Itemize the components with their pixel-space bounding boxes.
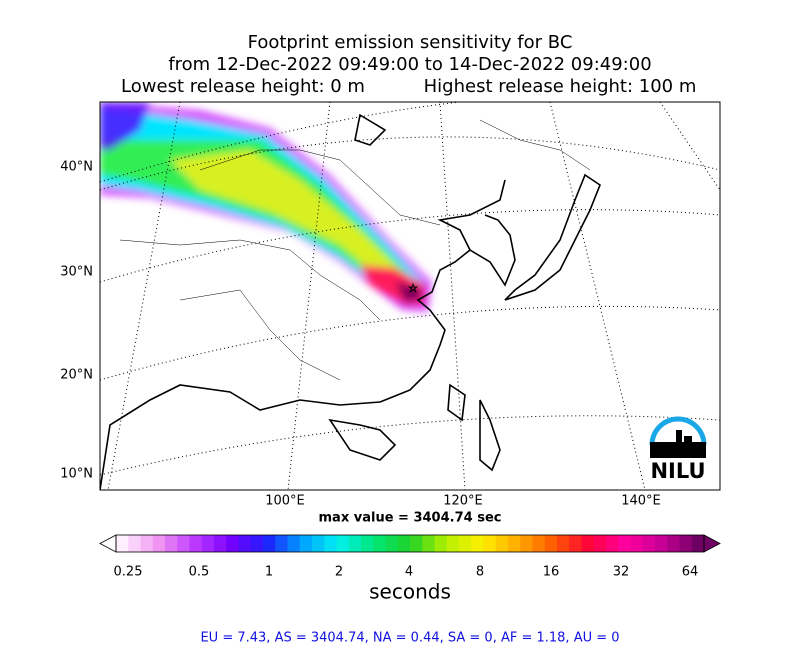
colorbar-cell [520, 535, 533, 552]
colorbar-cell [312, 535, 325, 552]
colorbar-cell [569, 535, 582, 552]
lon-label: 100°E [265, 494, 305, 509]
title-line: Footprint emission sensitivity for BC [248, 32, 573, 53]
colorbar-cell [532, 535, 546, 552]
title-line: Lowest release height: 0 m [121, 76, 365, 97]
logo-text: NILU [650, 459, 705, 483]
colorbar-cell [593, 535, 607, 552]
colorbar-cell [116, 535, 129, 552]
colorbar-cell [299, 535, 313, 552]
colorbar-cell [128, 535, 141, 552]
title-line: from 12-Dec-2022 09:49:00 to 14-Dec-2022… [168, 54, 651, 75]
colorbar-cell [99, 534, 117, 553]
logo: NILU [649, 416, 707, 483]
colorbar-tick-label: 8 [476, 565, 484, 580]
lat-label: 20°N [60, 368, 93, 383]
colorbar-cell [655, 535, 668, 552]
colorbar-cell [691, 535, 705, 552]
lon-label: 120°E [443, 494, 483, 509]
colorbar-cell [226, 535, 239, 552]
colorbar-cell [214, 535, 227, 552]
colorbar-tick-label: 4 [405, 565, 413, 580]
colorbar-cell [679, 535, 693, 552]
map-frame [99, 101, 721, 491]
lat-label: 30°N [60, 265, 93, 280]
colorbar-tick-label: 2 [335, 565, 343, 580]
colorbar-cell [165, 535, 178, 552]
colorbar-cell [581, 535, 595, 552]
colorbar-cell [250, 535, 264, 552]
lon-label: 140°E [621, 494, 661, 509]
colorbar-cell [348, 535, 362, 552]
colorbar-cell [483, 535, 497, 552]
colorbar-cell [263, 535, 276, 552]
colorbar-cell [667, 535, 680, 552]
colorbar-cell [434, 535, 448, 552]
colorbar-cell [495, 535, 509, 552]
colorbar-cell [385, 535, 399, 552]
colorbar-cell [459, 535, 472, 552]
footer: EU = 7.43, AS = 3404.74, NA = 0.44, SA =… [200, 631, 619, 646]
colorbar-cell [410, 535, 423, 552]
max-value: max value = 3404.74 sec [319, 511, 502, 526]
colorbar-tick-label: 64 [682, 565, 699, 580]
colorbar-cell [422, 535, 435, 552]
colorbar-tick-label: 32 [613, 565, 630, 580]
title-line: Highest release height: 100 m [424, 76, 697, 97]
colorbar-cell [544, 535, 558, 552]
colorbar-cell [287, 535, 301, 552]
colorbar-cell [336, 535, 350, 552]
lat-label: 40°N [60, 160, 93, 175]
colorbar-cell [152, 535, 166, 552]
colorbar-cell [201, 535, 215, 552]
colorbar-cell [618, 535, 631, 552]
colorbar-tick-label: 16 [543, 565, 560, 580]
plume [100, 102, 432, 312]
colorbar-cell [324, 535, 337, 552]
colorbar-cell [275, 535, 288, 552]
colorbar-cell [115, 534, 705, 553]
colorbar-cell [189, 535, 203, 552]
colorbar-cell [703, 534, 721, 553]
colorbar-cell [508, 535, 521, 552]
colorbar-cell [373, 535, 386, 552]
colorbar-cell [557, 535, 570, 552]
map: NILU [100, 102, 720, 490]
colorbar-cell [642, 535, 656, 552]
colorbar-tick-label: 0.25 [114, 565, 143, 580]
colorbar-cell [238, 535, 252, 552]
colorbar-tick-label: 1 [265, 565, 273, 580]
lat-label: 10°N [60, 467, 93, 482]
colorbar-cell [606, 535, 619, 552]
colorbar-cell [446, 535, 460, 552]
colorbar-cell [630, 535, 644, 552]
colorbar-cell [361, 535, 374, 552]
colorbar [99, 534, 721, 553]
colorbar-tick-label: 0.5 [189, 565, 210, 580]
colorbar-cell [140, 535, 154, 552]
colorbar-cell [471, 535, 484, 552]
colorbar-cell [397, 535, 411, 552]
colorbar-cell [177, 535, 190, 552]
colorbar-label: seconds [369, 580, 451, 604]
